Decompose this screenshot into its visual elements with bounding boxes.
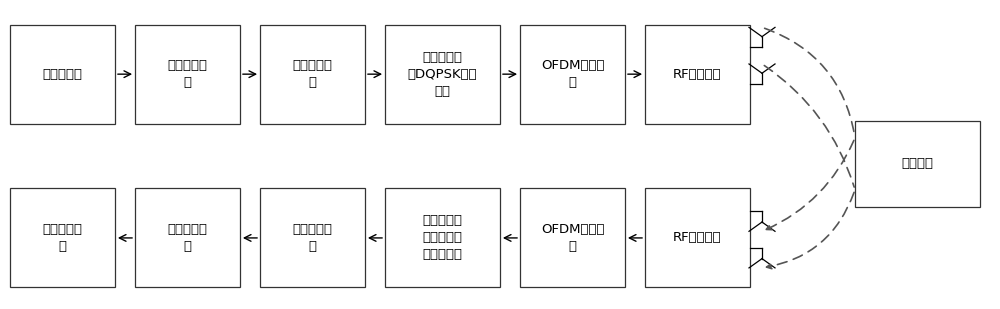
Bar (10, 25, 115, 124)
Bar (385, 25, 500, 124)
Text: 时频符号混
合非相干差
分解调模块: 时频符号混 合非相干差 分解调模块 (422, 214, 462, 261)
FancyArrowPatch shape (765, 28, 855, 135)
Text: 无线信道: 无线信道 (902, 157, 934, 170)
Bar (385, 188, 500, 287)
Text: 串并转换模
块: 串并转换模 块 (292, 59, 332, 89)
Bar (645, 25, 750, 124)
Bar (10, 188, 115, 287)
Text: 并串转换模
块: 并串转换模 块 (292, 223, 332, 253)
Text: 信道编码模
块: 信道编码模 块 (168, 59, 208, 89)
Bar (855, 121, 980, 207)
Bar (260, 25, 365, 124)
FancyArrowPatch shape (766, 140, 854, 230)
Bar (520, 25, 625, 124)
FancyArrowPatch shape (767, 192, 854, 269)
Text: 恢复的数据
流: 恢复的数据 流 (42, 223, 82, 253)
Bar (260, 188, 365, 287)
Bar (135, 25, 240, 124)
Bar (135, 188, 240, 287)
Text: OFDM解调模
块: OFDM解调模 块 (541, 223, 604, 253)
Text: RF接收模块: RF接收模块 (673, 231, 722, 244)
Text: 数据流模块: 数据流模块 (42, 68, 82, 81)
Bar (520, 188, 625, 287)
Text: OFDM调制模
块: OFDM调制模 块 (541, 59, 604, 89)
Bar (645, 188, 750, 287)
Text: 时频符号混
合DQPSK调制
模块: 时频符号混 合DQPSK调制 模块 (408, 51, 477, 98)
Text: 信道解码模
块: 信道解码模 块 (168, 223, 208, 253)
Text: RF发送模块: RF发送模块 (673, 68, 722, 81)
FancyArrowPatch shape (764, 66, 854, 187)
